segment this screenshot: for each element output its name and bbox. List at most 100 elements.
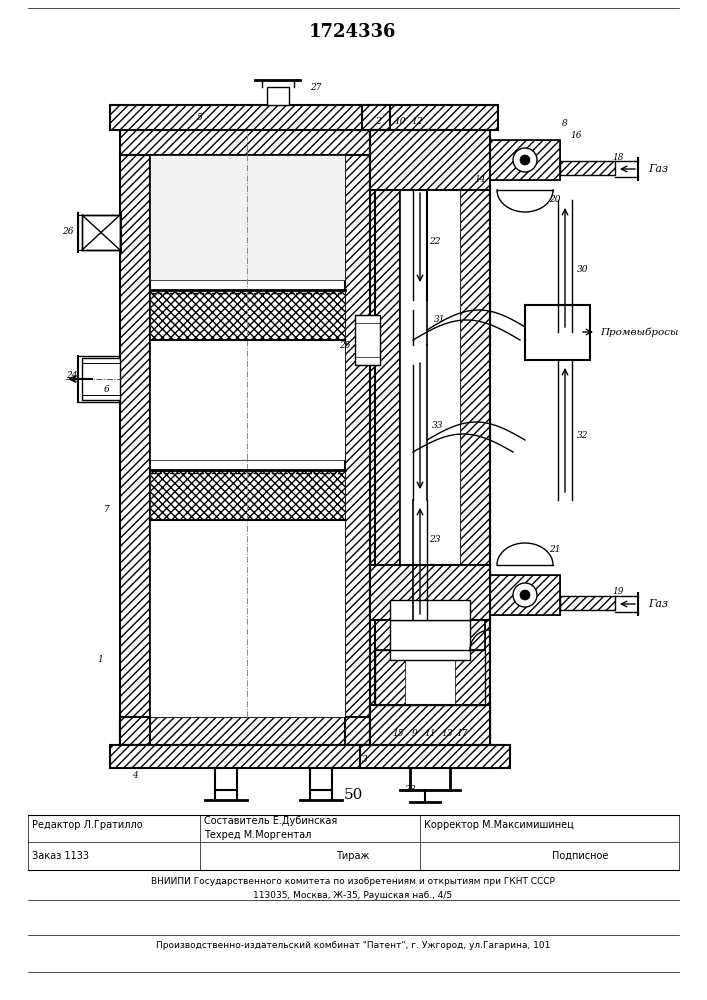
- Text: Составитель Е.Дубинская: Составитель Е.Дубинская: [204, 816, 337, 826]
- Bar: [375, 620, 485, 650]
- Bar: [345, 155, 375, 745]
- Text: 31: 31: [434, 316, 445, 324]
- Text: 16: 16: [571, 131, 582, 140]
- Bar: [525, 305, 590, 360]
- Text: 21: 21: [549, 546, 561, 554]
- Text: Производственно-издательский комбинат "Патент", г. Ужгород, ул.Гагарина, 101: Производственно-издательский комбинат "П…: [156, 940, 550, 950]
- Text: 1724336: 1724336: [309, 23, 397, 41]
- Text: 15: 15: [392, 728, 404, 738]
- Text: 29: 29: [551, 328, 563, 336]
- Text: Заказ 1133: Заказ 1133: [32, 851, 89, 861]
- Bar: [110, 745, 500, 768]
- Bar: [362, 105, 498, 130]
- Bar: [370, 705, 490, 745]
- Bar: [375, 650, 405, 705]
- Text: 113035, Москва, Ж-35, Раушская наб., 4/5: 113035, Москва, Ж-35, Раушская наб., 4/5: [253, 890, 452, 900]
- Bar: [82, 358, 120, 400]
- Text: 17: 17: [456, 728, 468, 738]
- Text: Редактор Л.Гратилло: Редактор Л.Гратилло: [32, 820, 143, 830]
- Bar: [362, 105, 498, 130]
- Bar: [78, 215, 120, 250]
- Text: 18: 18: [612, 152, 624, 161]
- Bar: [360, 745, 510, 768]
- Bar: [560, 161, 615, 175]
- Text: 10: 10: [395, 117, 406, 126]
- Text: 6: 6: [104, 385, 110, 394]
- Bar: [120, 125, 375, 155]
- Text: 4: 4: [132, 772, 138, 780]
- Text: 1: 1: [97, 656, 103, 664]
- Text: Тираж: Тираж: [337, 851, 370, 861]
- Text: 32: 32: [577, 430, 589, 440]
- Text: 25: 25: [339, 340, 351, 350]
- Bar: [460, 130, 490, 745]
- Bar: [455, 650, 485, 705]
- Bar: [110, 105, 390, 130]
- Circle shape: [520, 590, 530, 600]
- Bar: [360, 745, 510, 768]
- Bar: [390, 620, 470, 660]
- Bar: [120, 717, 375, 745]
- Text: 30: 30: [577, 265, 589, 274]
- Bar: [267, 87, 289, 105]
- Bar: [355, 315, 380, 365]
- Bar: [560, 161, 615, 175]
- Bar: [370, 565, 490, 620]
- Text: 22: 22: [429, 237, 440, 246]
- Bar: [310, 768, 332, 790]
- Bar: [215, 768, 237, 790]
- Text: 5: 5: [197, 113, 203, 122]
- Bar: [82, 215, 120, 250]
- Text: Подписное: Подписное: [551, 851, 608, 861]
- Bar: [490, 575, 560, 615]
- Bar: [150, 470, 345, 520]
- Circle shape: [513, 583, 537, 607]
- Text: 8: 8: [562, 118, 568, 127]
- Text: 2: 2: [375, 117, 381, 126]
- Text: Газ: Газ: [648, 599, 668, 609]
- Text: ВНИИПИ Государственного комитета по изобретениям и открытиям при ГКНТ СССР: ВНИИПИ Государственного комитета по изоб…: [151, 878, 555, 886]
- Bar: [560, 596, 615, 610]
- Text: 12: 12: [411, 117, 423, 126]
- Text: 50: 50: [344, 788, 363, 802]
- Text: Техред М.Моргентал: Техред М.Моргентал: [204, 830, 311, 840]
- Bar: [120, 717, 375, 745]
- Bar: [375, 650, 485, 705]
- Bar: [370, 130, 490, 190]
- Bar: [460, 130, 490, 745]
- Text: 27: 27: [310, 84, 322, 93]
- Text: 26: 26: [62, 228, 74, 236]
- Bar: [345, 155, 375, 745]
- Text: 11: 11: [424, 728, 436, 738]
- Bar: [370, 565, 490, 620]
- Bar: [110, 745, 500, 768]
- Bar: [120, 125, 375, 155]
- Circle shape: [513, 148, 537, 172]
- Text: 20: 20: [549, 196, 561, 205]
- Text: Газ: Газ: [648, 164, 668, 174]
- Bar: [560, 596, 615, 610]
- Bar: [390, 600, 470, 620]
- Text: Корректор М.Максимишинец: Корректор М.Максимишинец: [424, 820, 574, 830]
- Bar: [150, 520, 345, 717]
- Bar: [370, 130, 490, 745]
- Text: 9: 9: [412, 728, 418, 738]
- Bar: [110, 105, 390, 130]
- Text: 23: 23: [429, 536, 440, 544]
- Text: 14: 14: [474, 176, 486, 184]
- Bar: [120, 155, 150, 745]
- Bar: [150, 155, 345, 280]
- Bar: [370, 130, 490, 190]
- Circle shape: [520, 155, 530, 165]
- Bar: [150, 155, 345, 717]
- Bar: [400, 130, 460, 745]
- Bar: [490, 140, 560, 180]
- Bar: [375, 620, 485, 650]
- Bar: [370, 130, 400, 745]
- Text: 33: 33: [432, 420, 444, 430]
- Bar: [120, 155, 150, 745]
- Bar: [370, 705, 490, 745]
- Bar: [370, 130, 400, 745]
- Text: 7: 7: [104, 506, 110, 514]
- Bar: [150, 290, 345, 340]
